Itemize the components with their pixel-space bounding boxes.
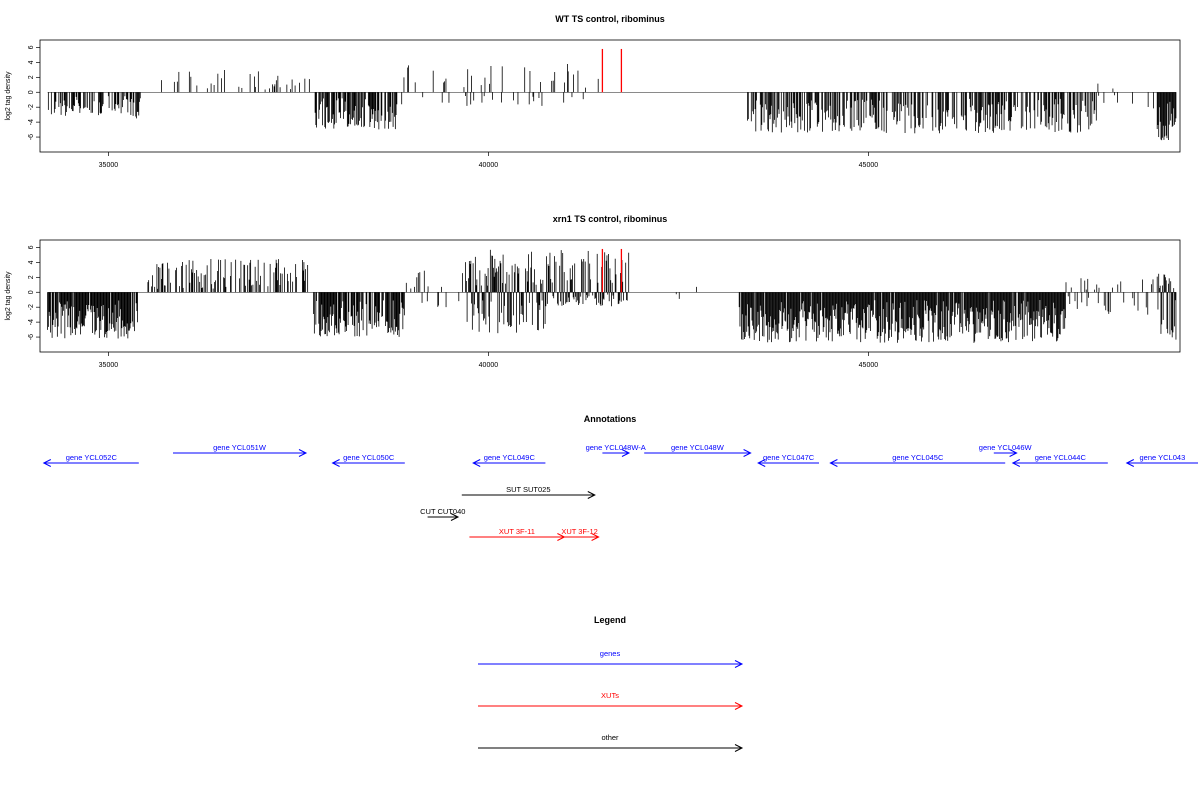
annotation-label: gene YCL051W xyxy=(213,443,267,452)
y-tick-label: -6 xyxy=(28,134,35,140)
annotation-arrowhead xyxy=(757,459,766,467)
annotation-label: gene YCL052C xyxy=(66,453,118,462)
y-tick-label: -4 xyxy=(28,319,35,325)
annotation-label: XUT 3F-12 xyxy=(561,527,598,536)
y-tick-label: 6 xyxy=(28,245,35,249)
x-tick-label: 45000 xyxy=(859,362,879,369)
annotation-arrowhead xyxy=(472,459,481,467)
annotation-label: XUT 3F-11 xyxy=(499,527,535,536)
annotation-label: gene YCL048W-A xyxy=(586,443,646,452)
xrn1-track-panel: xrn1 TS control, ribominus log2 tag densi… xyxy=(5,214,1181,369)
annotation-label: gene YCL049C xyxy=(484,453,536,462)
plot-frame xyxy=(39,39,1181,153)
annotation-arrowhead xyxy=(1125,459,1135,467)
panel-title: WT TS control, ribominus xyxy=(555,14,665,24)
legend-title: Legend xyxy=(594,615,626,625)
y-tick-label: -4 xyxy=(28,119,35,125)
y-tick-label: -6 xyxy=(28,334,35,340)
y-tick-label: 0 xyxy=(28,290,35,294)
annotation-label: CUT CUT040 xyxy=(420,507,465,516)
annotation-label: gene YCL046W xyxy=(979,443,1033,452)
legend-item-arrowhead xyxy=(734,702,744,710)
legend-item-label: other xyxy=(601,733,619,742)
annotation-arrowhead xyxy=(591,533,600,541)
y-tick-label: 0 xyxy=(28,90,35,94)
annotation-label: gene YCL050C xyxy=(343,453,395,462)
panel-title: xrn1 TS control, ribominus xyxy=(553,214,668,224)
x-tick-label: 40000 xyxy=(479,362,499,369)
legend-item-arrowhead xyxy=(734,660,744,668)
y-tick-label: 2 xyxy=(28,275,35,279)
y-axis-label: log2 tag density xyxy=(5,71,12,121)
x-tick-label: 45000 xyxy=(859,162,879,169)
annotations-title: Annotations xyxy=(584,414,637,424)
y-tick-label: -2 xyxy=(28,104,35,110)
annotation-arrowhead xyxy=(298,449,308,457)
y-tick-label: 4 xyxy=(28,60,35,64)
y-tick-label: 4 xyxy=(28,260,35,264)
legend-panel: Legend genes XUTs other xyxy=(478,615,744,752)
annotation-arrowhead xyxy=(331,459,340,467)
plot-frame xyxy=(39,239,1181,353)
x-tick-label: 35000 xyxy=(99,162,119,169)
legend-item-arrowhead xyxy=(734,744,744,752)
annotation-arrowhead xyxy=(743,449,752,457)
x-tick-label: 35000 xyxy=(99,362,119,369)
wt-track-panel: WT TS control, ribominus log2 tag density… xyxy=(5,14,1181,169)
annotation-arrowhead xyxy=(829,459,838,467)
annotation-label: gene YCL045C xyxy=(892,453,944,462)
x-tick-label: 40000 xyxy=(479,162,499,169)
annotation-label: gene YCL044C xyxy=(1035,453,1087,462)
y-tick-label: 6 xyxy=(28,45,35,49)
annotation-label: gene YCL043 xyxy=(1140,453,1186,462)
annotation-label: gene YCL048W xyxy=(671,443,725,452)
annotation-label: SUT SUT025 xyxy=(506,485,550,494)
annotation-arrowhead xyxy=(1009,449,1018,457)
annotations-panel: Annotations gene YCL052C gene YCL051W gene … xyxy=(42,414,1198,541)
annotation-label: gene YCL047C xyxy=(763,453,815,462)
legend-item-label: XUTs xyxy=(601,691,619,700)
y-axis-label: log2 tag density xyxy=(5,271,12,321)
legend-item-label: genes xyxy=(600,649,621,658)
y-tick-label: 2 xyxy=(28,75,35,79)
annotation-arrowhead xyxy=(450,513,460,521)
annotation-arrowhead xyxy=(621,449,631,457)
annotation-arrowhead xyxy=(1011,459,1021,467)
y-tick-label: -2 xyxy=(28,304,35,310)
annotation-arrowhead xyxy=(42,459,52,467)
annotation-arrowhead xyxy=(587,491,596,499)
